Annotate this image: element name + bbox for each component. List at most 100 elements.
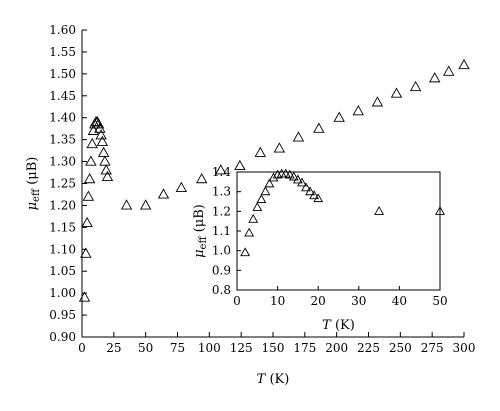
main-point-25 [234,159,246,171]
main-y-tick-label-1: 0.95 [49,308,76,322]
main-point-1 [80,247,92,258]
main-x-axis-title-var: T [257,372,267,387]
main-point-32 [371,96,384,107]
inset-point-4 [256,194,267,204]
main-point-16 [99,155,111,166]
main-plot: 0 25 50 75 100 125 150 175 200 225 250 275 3000.900.… [25,23,475,387]
inset-x-axis-title: T (K) [322,318,355,333]
main-y-tick-label-7: 1.25 [49,177,76,191]
main-x-tick-label-1: 25 [106,341,121,355]
inset-point-20 [435,206,445,215]
inset-point-12 [288,171,299,181]
main-point-27 [273,142,286,153]
inset-point-13 [292,174,303,184]
main-y-tick-label-4: 1.10 [49,242,76,256]
main-x-tick-label-4: 100 [198,341,221,355]
main-point-34 [409,80,422,92]
main-x-axis-title: T (K) [257,372,290,387]
main-y-tick-label-3: 1.05 [49,264,76,278]
main-point-18 [101,170,114,182]
inset-plot: 0 10 20 30 40 50 0.8 0.9 1.0 1.1 1.2 1.3 1.4 T (K) μef… [192,165,448,333]
main-y-axis-title-unit: (μB) [25,157,40,189]
inset-x-tick-label-1: 10 [270,294,285,308]
main-y-tick-label-10: 1.40 [49,111,76,125]
inset-point-5 [260,186,271,196]
inset-point-17 [309,190,320,200]
main-point-28 [292,131,305,142]
main-point-20 [139,199,152,210]
main-point-6 [86,137,98,149]
inset-point-16 [305,186,316,196]
inset-point-0 [240,247,251,257]
main-y-tick-label-0: 0.90 [49,330,76,344]
main-point-4 [83,172,96,184]
main-y-tick-label-12: 1.50 [49,67,76,81]
main-point-2 [81,216,93,228]
inset-frame [236,171,441,291]
main-point-31 [352,105,365,116]
main-point-35 [429,72,441,83]
inset-y-tick-label-2: 1.0 [212,244,231,258]
main-y-axis-title-sub: eff [31,188,42,202]
main-x-tick-label-3: 75 [170,341,185,355]
main-y-axis-title: μeff (μB) [25,157,42,211]
main-point-14 [96,135,109,146]
main-point-3 [82,190,95,201]
main-y-tick-label-11: 1.45 [49,89,76,103]
inset-x-axis-title-var: T [322,318,332,333]
main-point-29 [313,122,325,133]
inset-y-tick-label-3: 1.1 [212,224,231,238]
inset-x-tick-label-2: 20 [311,294,326,308]
main-x-tick-label-8: 200 [325,341,348,355]
inset-point-19 [374,206,385,215]
inset-point-15 [301,182,311,192]
main-x-tick-label-0: 0 [78,341,86,355]
main-y-tick-label-14: 1.60 [49,23,76,37]
main-point-11 [92,118,105,129]
main-point-19 [120,199,133,210]
main-y-tick-label-6: 1.20 [49,198,76,212]
main-point-30 [333,111,345,122]
inset-y-axis-title-unit: (μB) [192,204,207,236]
main-x-tick-label-11: 275 [421,341,444,355]
main-x-tick-label-6: 150 [262,341,285,355]
inset-y-axis-title-sub: eff [198,236,209,250]
inset-point-8 [272,169,283,179]
main-y-axis-title-sym: μ [25,202,40,210]
main-point-26 [254,146,266,157]
main-x-tick-label-2: 50 [138,341,153,355]
inset-point-6 [264,178,275,188]
inset-y-tick-label-4: 1.2 [212,204,231,218]
main-point-17 [100,164,112,175]
main-x-tick-label-5: 125 [230,341,253,355]
main-point-5 [85,155,97,166]
main-y-tick-label-5: 1.15 [49,220,76,234]
main-point-22 [175,181,188,192]
main-y-tick-label-2: 1.00 [49,286,76,300]
inset-y-tick-label-5: 1.3 [212,185,231,199]
main-point-36 [443,65,455,76]
inset-point-1 [244,227,255,237]
inset-point-18 [313,193,324,203]
main-point-0 [78,291,91,302]
main-point-21 [157,188,170,199]
inset-y-axis-title-sym: μ [192,249,207,257]
inset-y-tick-label-6: 1.4 [212,165,231,179]
inset-x-axis-title-unit: (K) [331,318,355,333]
inset-x-tick-label-0: 0 [233,294,241,308]
main-y-tick-label-13: 1.55 [49,45,76,59]
inset-x-tick-label-4: 40 [392,294,407,308]
main-x-tick-label-9: 225 [357,341,380,355]
inset-y-tick-label-1: 0.9 [212,263,231,277]
main-point-37 [458,58,470,70]
main-point-23 [195,172,208,184]
inset-point-3 [252,202,263,211]
main-x-axis-title-unit: (K) [265,372,289,387]
main-point-24 [215,164,227,175]
inset-y-axis-title: μeff (μB) [192,204,209,258]
inset-point-14 [297,177,307,187]
main-point-33 [390,87,403,98]
inset-y-tick-label-0: 0.8 [212,283,231,297]
main-x-tick-label-7: 175 [293,341,316,355]
